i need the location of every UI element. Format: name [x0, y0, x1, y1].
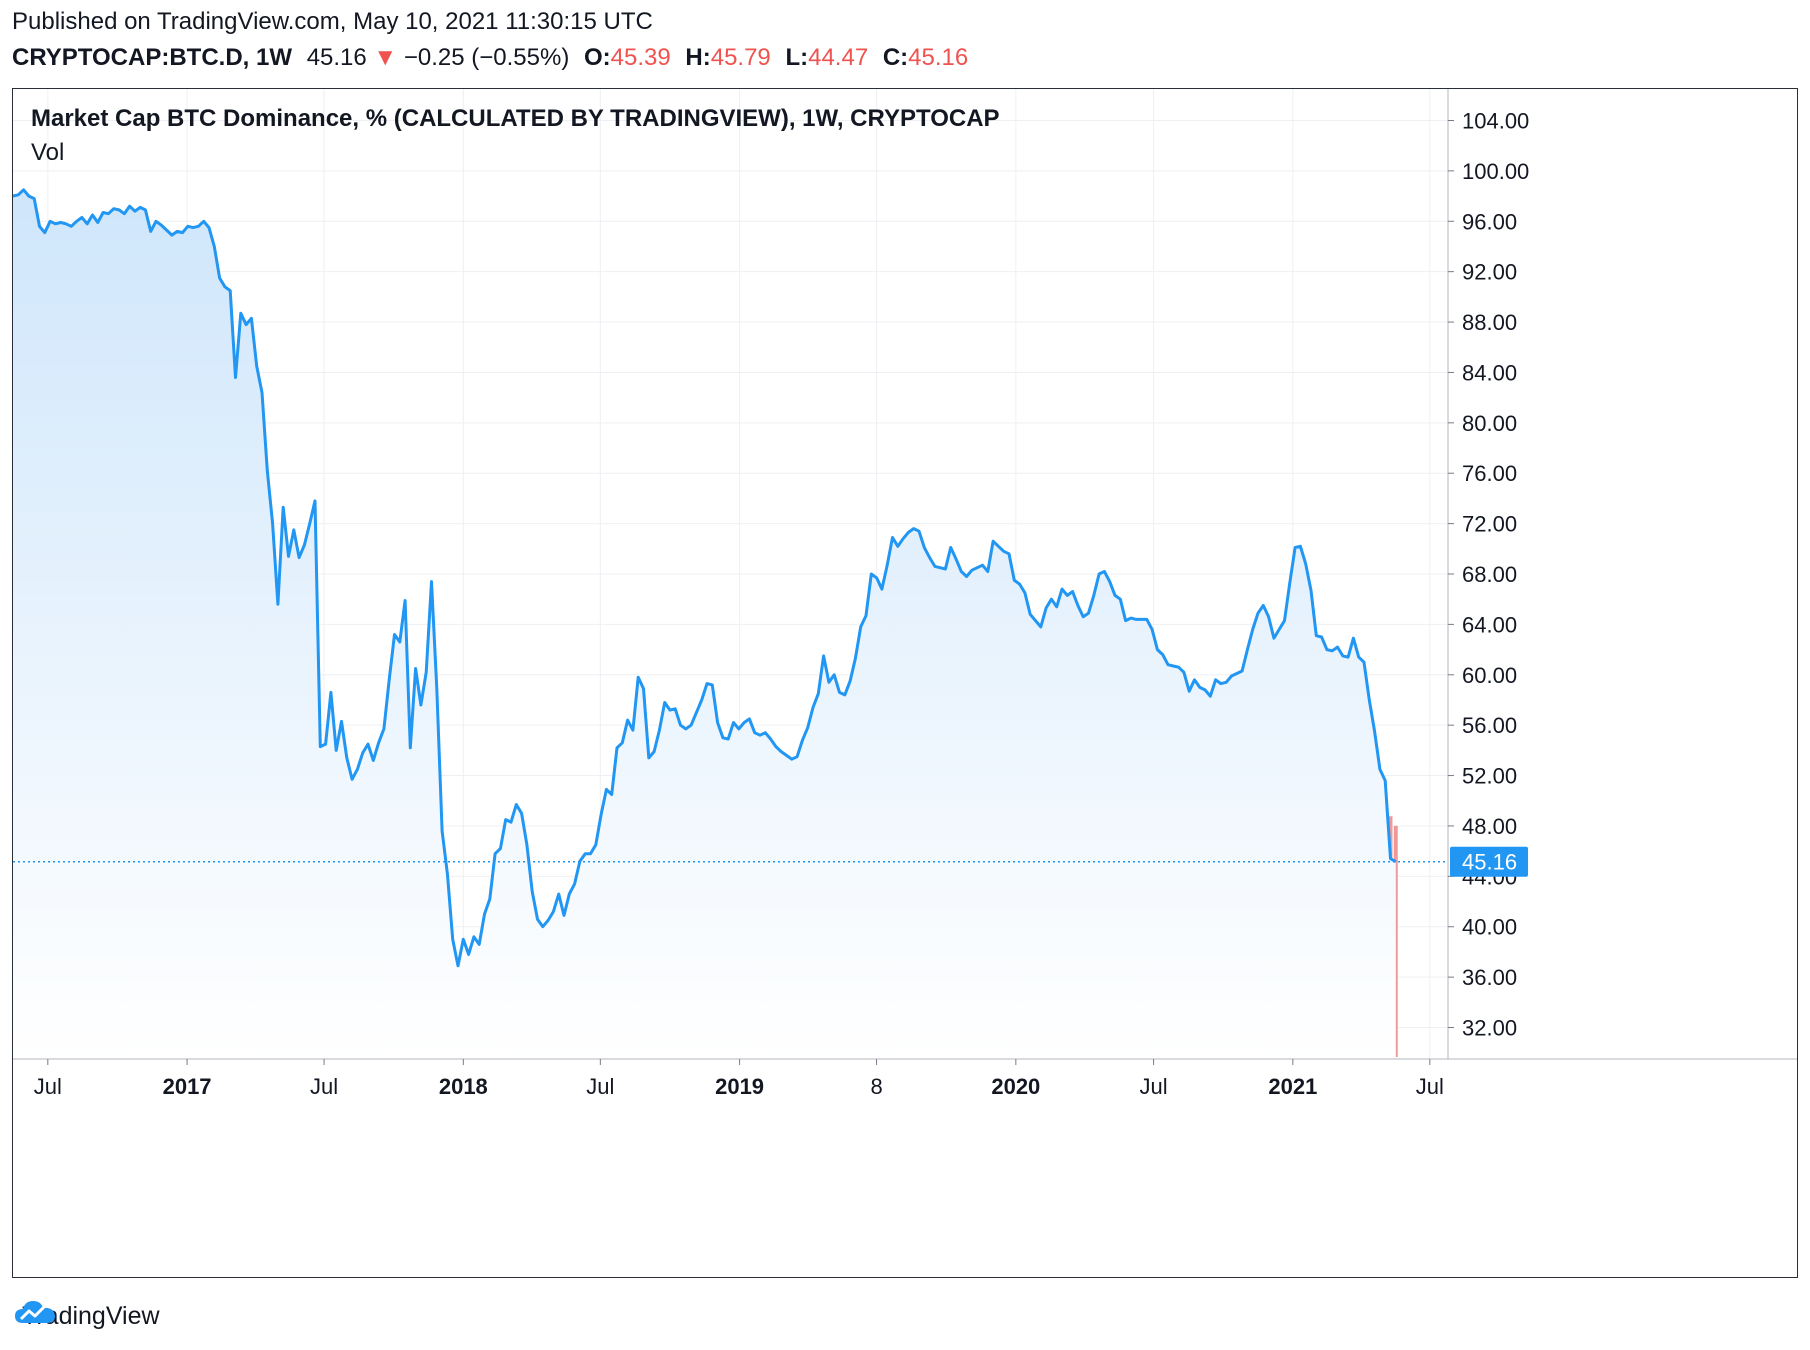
footer-brand[interactable]: TradingView — [14, 1296, 160, 1336]
symbol-name: CRYPTOCAP:BTC.D, 1W — [12, 44, 293, 71]
x-tick-label: Jul — [586, 1074, 614, 1099]
low-value: 44.47 — [808, 44, 869, 71]
x-tick-label: 8 — [870, 1074, 882, 1099]
last-price-label: 45.16 — [1450, 846, 1528, 877]
dominance-area — [13, 189, 1396, 1060]
low-label: L: — [785, 44, 809, 71]
open-label: O: — [583, 44, 611, 71]
y-tick-label: 72.00 — [1462, 512, 1517, 537]
y-tick-label: 92.00 — [1462, 260, 1517, 285]
tradingview-cloud-icon — [15, 1301, 55, 1323]
published-caption: Published on TradingView.com, May 10, 20… — [12, 8, 653, 35]
x-tick-label: Jul — [1140, 1074, 1168, 1099]
y-tick-label: 48.00 — [1462, 814, 1517, 839]
y-tick-label: 88.00 — [1462, 310, 1517, 335]
close-value: 45.16 — [908, 44, 969, 71]
x-tick-label: 2020 — [991, 1074, 1040, 1099]
y-tick-label: 60.00 — [1462, 663, 1517, 688]
y-tick-label: 32.00 — [1462, 1016, 1517, 1041]
y-tick-label: 68.00 — [1462, 562, 1517, 587]
price-change: −0.25 (−0.55%) — [403, 44, 570, 71]
y-tick-label: 36.00 — [1462, 965, 1517, 990]
y-tick-label: 96.00 — [1462, 209, 1517, 234]
open-value: 45.39 — [610, 44, 671, 71]
symbol-summary: CRYPTOCAP:BTC.D, 1W 45.16 ▼ −0.25 (−0.55… — [12, 44, 968, 72]
chart-frame[interactable]: 104.00 100.00 96.00 92.00 88.00 84.00 80.00 76.… — [12, 88, 1798, 1278]
chart-title: Market Cap BTC Dominance, % (CALCULATED … — [31, 105, 1000, 132]
x-tick-label: Jul — [1416, 1074, 1444, 1099]
x-tick-label: Jul — [34, 1074, 62, 1099]
x-tick-label: 2021 — [1268, 1074, 1317, 1099]
chart-canvas[interactable]: 104.00 100.00 96.00 92.00 88.00 84.00 80.00 76.… — [13, 89, 1798, 1278]
y-tick-label: 84.00 — [1462, 360, 1517, 385]
y-tick-label: 40.00 — [1462, 915, 1517, 940]
high-label: H: — [685, 44, 711, 71]
x-tick-label: 2018 — [439, 1074, 488, 1099]
x-tick-label: 2017 — [163, 1074, 212, 1099]
x-tick-label: Jul — [310, 1074, 338, 1099]
dominance-line — [13, 188, 1397, 968]
y-tick-label: 104.00 — [1462, 108, 1529, 133]
high-value: 45.79 — [710, 44, 771, 71]
y-tick-label: 80.00 — [1462, 411, 1517, 436]
volume-legend: Vol — [31, 139, 65, 166]
x-tick-label: 2019 — [715, 1074, 764, 1099]
y-tick-label: 76.00 — [1462, 461, 1517, 486]
last-price-value: 45.16 — [1462, 850, 1517, 875]
y-tick-label: 64.00 — [1462, 612, 1517, 637]
time-axis[interactable]: Jul 2017 Jul 2018 Jul 2019 8 2020 Jul 2021 Jul — [13, 1058, 1798, 1099]
price-axis[interactable]: 104.00 100.00 96.00 92.00 88.00 84.00 80.00 76.… — [1447, 89, 1529, 1059]
down-arrow-icon: ▼ — [373, 44, 398, 71]
close-label: C: — [882, 44, 909, 71]
y-tick-label: 56.00 — [1462, 713, 1517, 738]
y-tick-label: 100.00 — [1462, 159, 1529, 184]
last-price: 45.16 — [306, 44, 367, 71]
y-tick-label: 52.00 — [1462, 764, 1517, 789]
